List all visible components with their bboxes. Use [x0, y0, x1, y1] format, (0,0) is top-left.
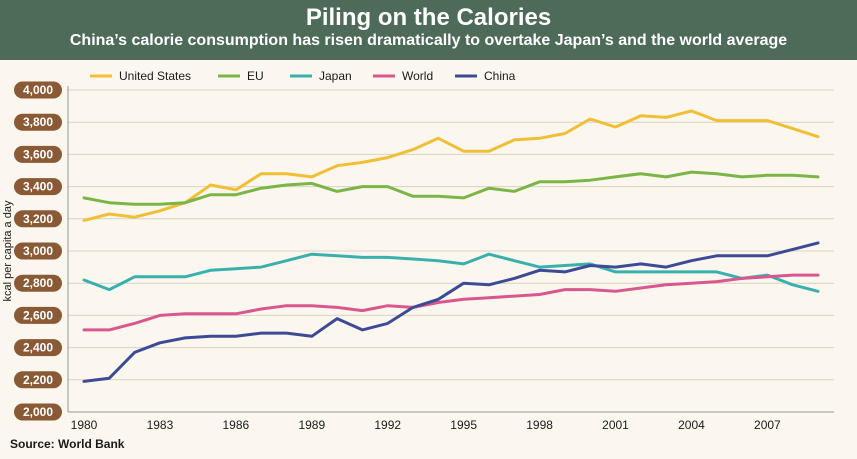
legend-label-japan: Japan — [319, 69, 352, 83]
chart-series — [82, 109, 820, 383]
series-line-eu — [82, 170, 820, 206]
y-tick-pill — [14, 371, 62, 389]
y-tick-label: 3,600 — [23, 147, 53, 161]
x-tick-label: 2001 — [602, 418, 629, 432]
y-tick-pill — [14, 403, 62, 421]
y-tick-pill — [14, 339, 62, 357]
y-tick-pill — [14, 274, 62, 292]
x-axis: 1980 1983 1986 1989 1992 1995 1998 2001 2004 2007 — [68, 411, 834, 432]
chart-title: Piling on the Calories — [305, 4, 552, 31]
y-tick-label: 2,600 — [23, 308, 53, 322]
x-tick-label: 1986 — [223, 418, 250, 432]
y-tick-pill — [14, 145, 62, 163]
y-tick-label: 3,800 — [23, 115, 53, 129]
y-tick-pill — [14, 210, 62, 228]
legend-label-united-states: United States — [119, 69, 191, 83]
series-line-united-states — [82, 109, 820, 222]
chart-legend: United States EU Japan World China — [90, 69, 516, 83]
y-tick-label: 4,000 — [23, 83, 53, 97]
y-tick-label: 2,200 — [23, 373, 53, 387]
y-axis: 2,000 2,200 2,400 2,600 2,800 3,000 3,200 3,400… — [14, 81, 69, 421]
y-tick-pill — [14, 81, 62, 99]
title-banner: Piling on the Calories China’s calorie c… — [0, 0, 857, 60]
y-tick-label: 2,400 — [23, 341, 53, 355]
x-tick-label: 1980 — [71, 418, 98, 432]
x-tick-label: 1989 — [298, 418, 325, 432]
x-tick-label: 1995 — [450, 418, 477, 432]
y-tick-label: 3,200 — [23, 212, 53, 226]
y-tick-pill — [14, 113, 62, 131]
series-line-china — [82, 241, 820, 383]
y-tick-label: 2,800 — [23, 276, 53, 290]
x-tick-label: 1983 — [147, 418, 174, 432]
source-note: Source: World Bank — [10, 437, 125, 451]
y-tick-pill — [14, 306, 62, 324]
y-tick-pill — [14, 178, 62, 196]
x-tick-label: 1998 — [526, 418, 553, 432]
y-tick-pill — [14, 242, 62, 260]
y-tick-label: 2,000 — [23, 405, 53, 419]
x-tick-label: 2007 — [754, 418, 781, 432]
x-tick-label: 2004 — [678, 418, 705, 432]
chart-grid — [68, 89, 834, 413]
series-line-world — [82, 273, 820, 332]
series-line-japan — [82, 252, 820, 293]
legend-label-china: China — [484, 69, 516, 83]
y-tick-label: 3,400 — [23, 180, 53, 194]
x-tick-label: 1992 — [374, 418, 401, 432]
y-axis-label: kcal per capita a day — [2, 200, 14, 301]
y-tick-label: 3,000 — [23, 244, 53, 258]
legend-label-eu: EU — [247, 69, 264, 83]
chart-subtitle: China’s calorie consumption has risen dr… — [69, 32, 788, 49]
legend-label-world: World — [402, 69, 433, 83]
